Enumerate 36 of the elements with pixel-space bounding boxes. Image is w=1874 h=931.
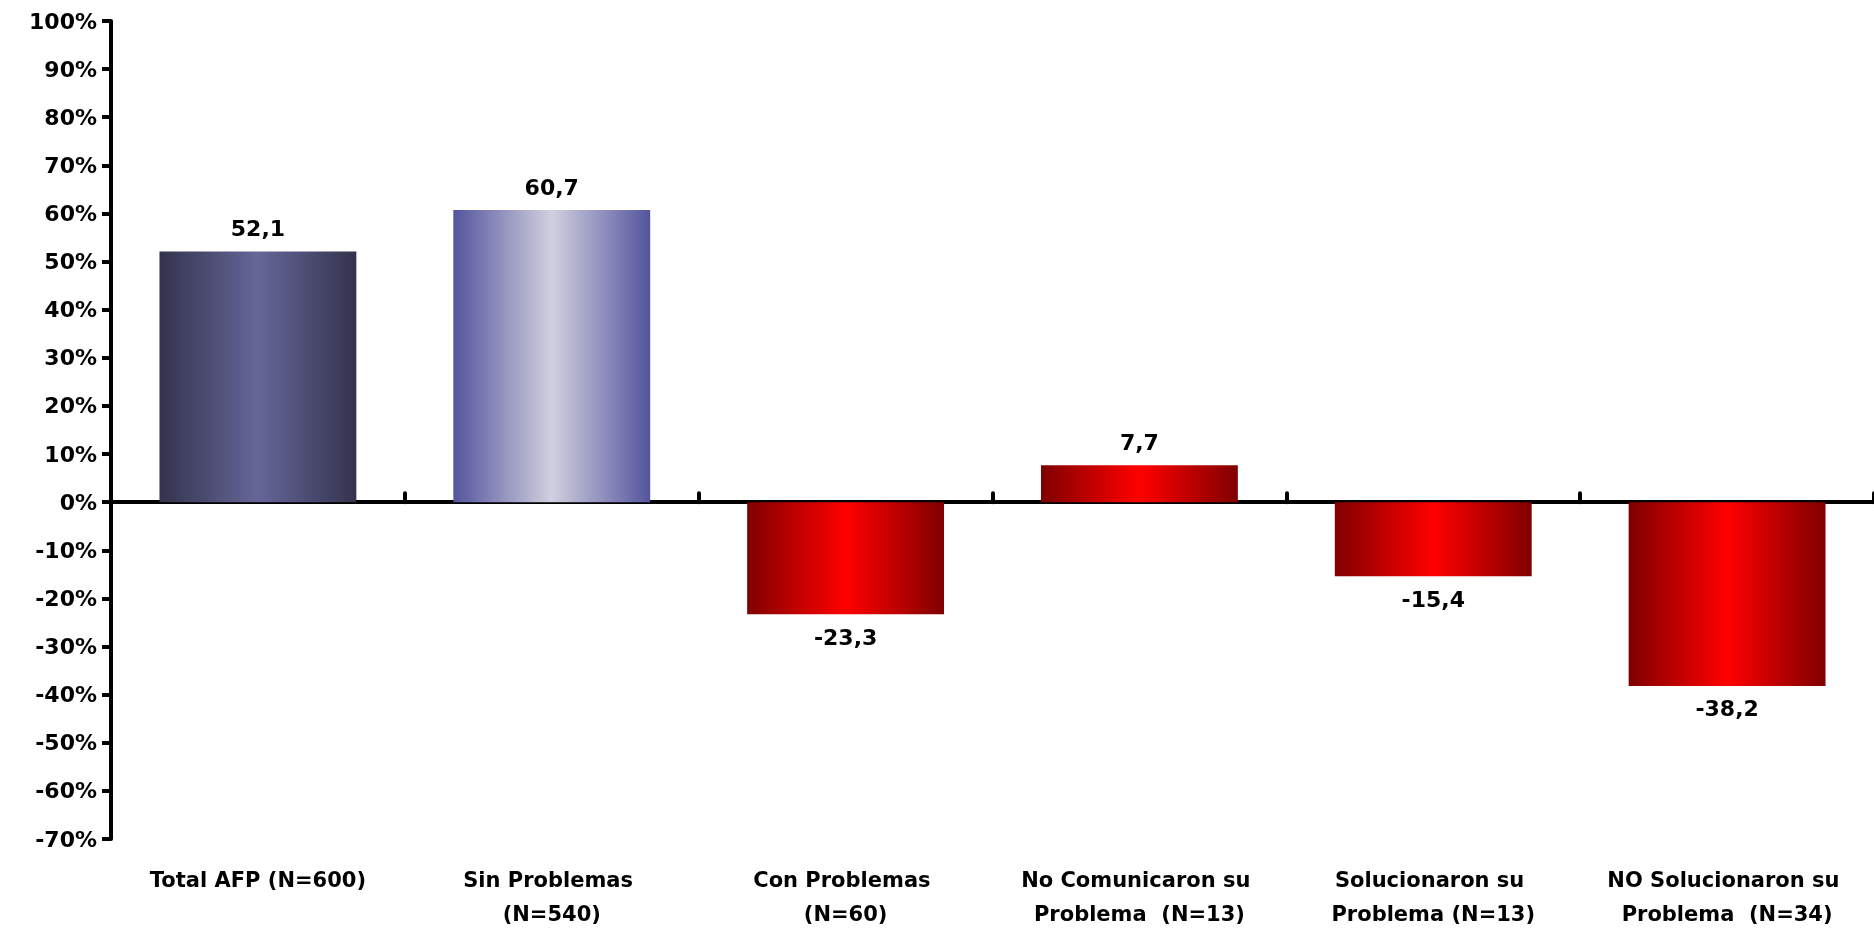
data-label: 7,7 <box>1119 429 1159 455</box>
data-label: 60,7 <box>524 174 579 200</box>
bar <box>1040 465 1238 503</box>
data-label: -23,3 <box>813 624 878 650</box>
data-label: -15,4 <box>1401 586 1465 612</box>
y-tick-label: 10% <box>44 441 97 467</box>
y-tick-label: -60% <box>35 778 97 804</box>
bar <box>747 502 945 615</box>
y-tick-label: -20% <box>35 585 97 611</box>
y-tick-label: 20% <box>44 393 97 419</box>
y-tick-label: -10% <box>35 537 97 563</box>
y-tick-label: 50% <box>44 249 97 275</box>
data-label: 52,1 <box>230 215 286 241</box>
y-tick-label: 100% <box>29 8 97 34</box>
x-tick-label: Solucionaron su Problema (N=13) <box>1331 868 1536 926</box>
bar <box>1334 502 1532 577</box>
x-tick-label: Con Problemas (N=60) <box>753 868 938 926</box>
y-tick-label: -50% <box>35 730 97 756</box>
y-tick-label: 70% <box>44 152 97 178</box>
y-tick-label: 80% <box>44 104 97 130</box>
y-tick-label: -70% <box>35 826 97 852</box>
data-label: -38,2 <box>1695 696 1759 722</box>
bar <box>453 210 651 503</box>
bar <box>159 251 357 503</box>
x-tick-label: NO Solucionaron su Problema (N=34) <box>1607 868 1847 926</box>
y-tick-label: 90% <box>44 56 97 82</box>
x-tick-label: Sin Problemas (N=540) <box>463 868 641 926</box>
y-tick-label: -30% <box>35 634 97 660</box>
y-tick-label: -40% <box>35 682 97 708</box>
bar <box>1628 502 1826 686</box>
x-tick-label: Total AFP (N=600) <box>149 868 367 892</box>
y-tick-label: 0% <box>59 489 97 515</box>
y-tick-label: 30% <box>44 345 97 371</box>
y-tick-label: 60% <box>44 200 97 226</box>
y-tick-label: 40% <box>44 297 97 323</box>
x-tick-label: No Comunicaron su Problema (N=13) <box>1021 868 1258 926</box>
